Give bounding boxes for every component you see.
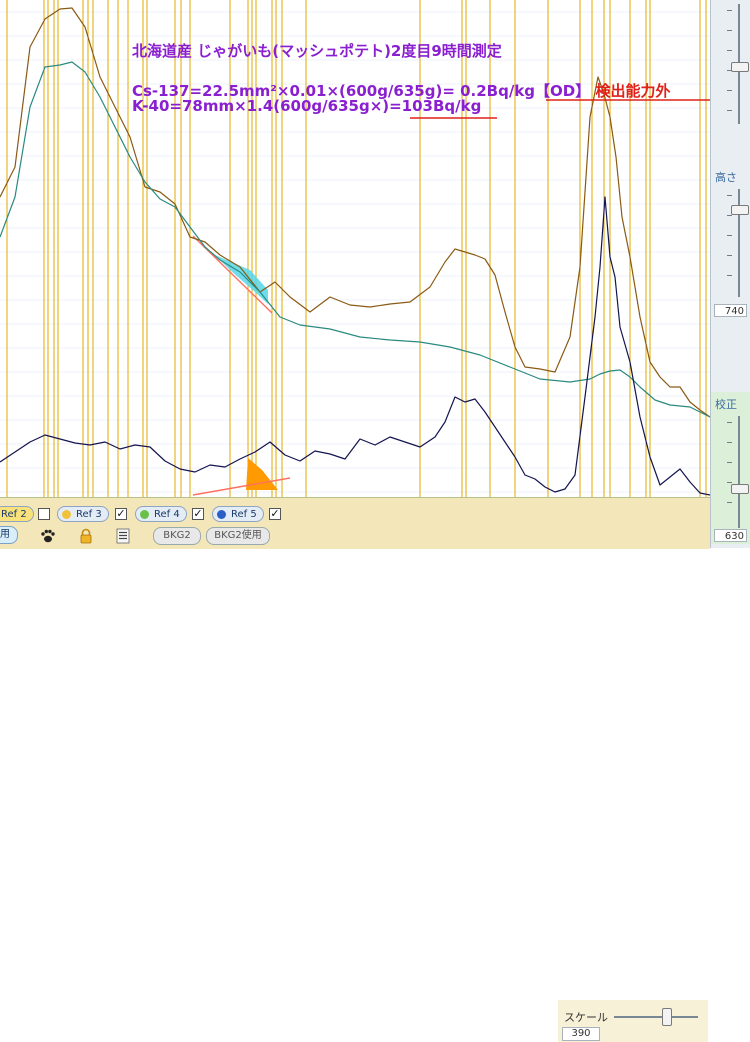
cs137-result: 検出能力外	[595, 82, 671, 100]
bkg2-use-button[interactable]: BKG2使用	[206, 527, 270, 545]
annotation-title: 北海道産 じゃがいも(マッシュポテト)2度目9時間測定	[132, 42, 502, 60]
use-button[interactable]: 用	[0, 526, 18, 544]
ref4-dot-icon	[140, 510, 149, 519]
list-icon[interactable]	[115, 528, 131, 544]
calibration-value: 630	[714, 529, 747, 542]
bkg2-button[interactable]: BKG2	[153, 527, 201, 545]
cs-peak-fill	[215, 255, 268, 304]
lock-icon[interactable]	[78, 528, 94, 544]
ref3-checkbox[interactable]: ✓	[115, 507, 127, 520]
top-slider-section	[711, 0, 750, 130]
top-slider-thumb[interactable]	[731, 62, 749, 72]
navy-series-line	[0, 196, 710, 496]
cs-baseline	[192, 235, 273, 314]
ref4-button[interactable]: Ref 4	[135, 506, 187, 522]
ref2-button[interactable]: Ref 2	[0, 506, 34, 522]
grid	[0, 0, 710, 497]
brown-series-line	[0, 7, 710, 418]
annotation-k40: K-40=78mm×1.4(600g/635g×)=103Bq/kg	[132, 97, 482, 115]
calibration-slider-track[interactable]	[738, 416, 740, 528]
k-baseline	[192, 477, 291, 496]
height-value: 740	[714, 304, 747, 317]
right-control-panel: 高さ 740 校正 630	[710, 0, 750, 548]
spectrum-plot	[0, 0, 710, 497]
scale-control: スケール 390	[558, 1000, 708, 1042]
bkg2-label: BKG2	[163, 530, 191, 541]
calibration-slider-thumb[interactable]	[731, 484, 749, 494]
scale-value: 390	[562, 1027, 600, 1041]
spectrum-chart	[0, 0, 710, 497]
peak-fills	[192, 235, 291, 496]
underlines	[410, 99, 710, 119]
ref4-label: Ref 4	[154, 509, 180, 520]
scale-slider-thumb[interactable]	[662, 1008, 672, 1026]
height-label: 高さ	[715, 171, 737, 184]
ref2-checkbox[interactable]	[38, 508, 50, 520]
ref2-label: Ref 2	[1, 509, 27, 520]
ref5-dot-icon	[217, 510, 226, 519]
height-slider-track[interactable]	[738, 189, 740, 297]
bottom-toolbar: Ref 2 Ref 3 ✓ Ref 4 ✓ Ref 5 ✓ 用 BKG2 BKG…	[0, 497, 710, 1042]
teal-series-line	[0, 61, 710, 418]
height-section: 高さ 740	[711, 165, 750, 320]
annotation-cs137: Cs-137=22.5mm²×0.01×(600g/635g)= 0.2Bq/k…	[132, 80, 670, 101]
paw-icon[interactable]	[40, 528, 56, 544]
cs137-formula: Cs-137=22.5mm²×0.01×(600g/635g)= 0.2Bq/k…	[132, 82, 596, 100]
ref3-label: Ref 3	[76, 509, 102, 520]
scale-slider-track[interactable]	[614, 1016, 698, 1018]
calibration-label: 校正	[715, 398, 737, 411]
ref5-checkbox[interactable]: ✓	[269, 507, 281, 520]
ref3-button[interactable]: Ref 3	[57, 506, 109, 522]
height-slider-thumb[interactable]	[731, 205, 749, 215]
bkg2-use-label: BKG2使用	[214, 530, 262, 541]
ref5-label: Ref 5	[231, 509, 257, 520]
ref4-checkbox[interactable]: ✓	[192, 507, 204, 520]
scale-label: スケール	[564, 1011, 608, 1024]
ref3-dot-icon	[62, 510, 71, 519]
series-lines	[0, 7, 710, 496]
calibration-section: 校正 630	[711, 392, 750, 544]
use-label: 用	[0, 529, 10, 540]
ref5-button[interactable]: Ref 5	[212, 506, 264, 522]
